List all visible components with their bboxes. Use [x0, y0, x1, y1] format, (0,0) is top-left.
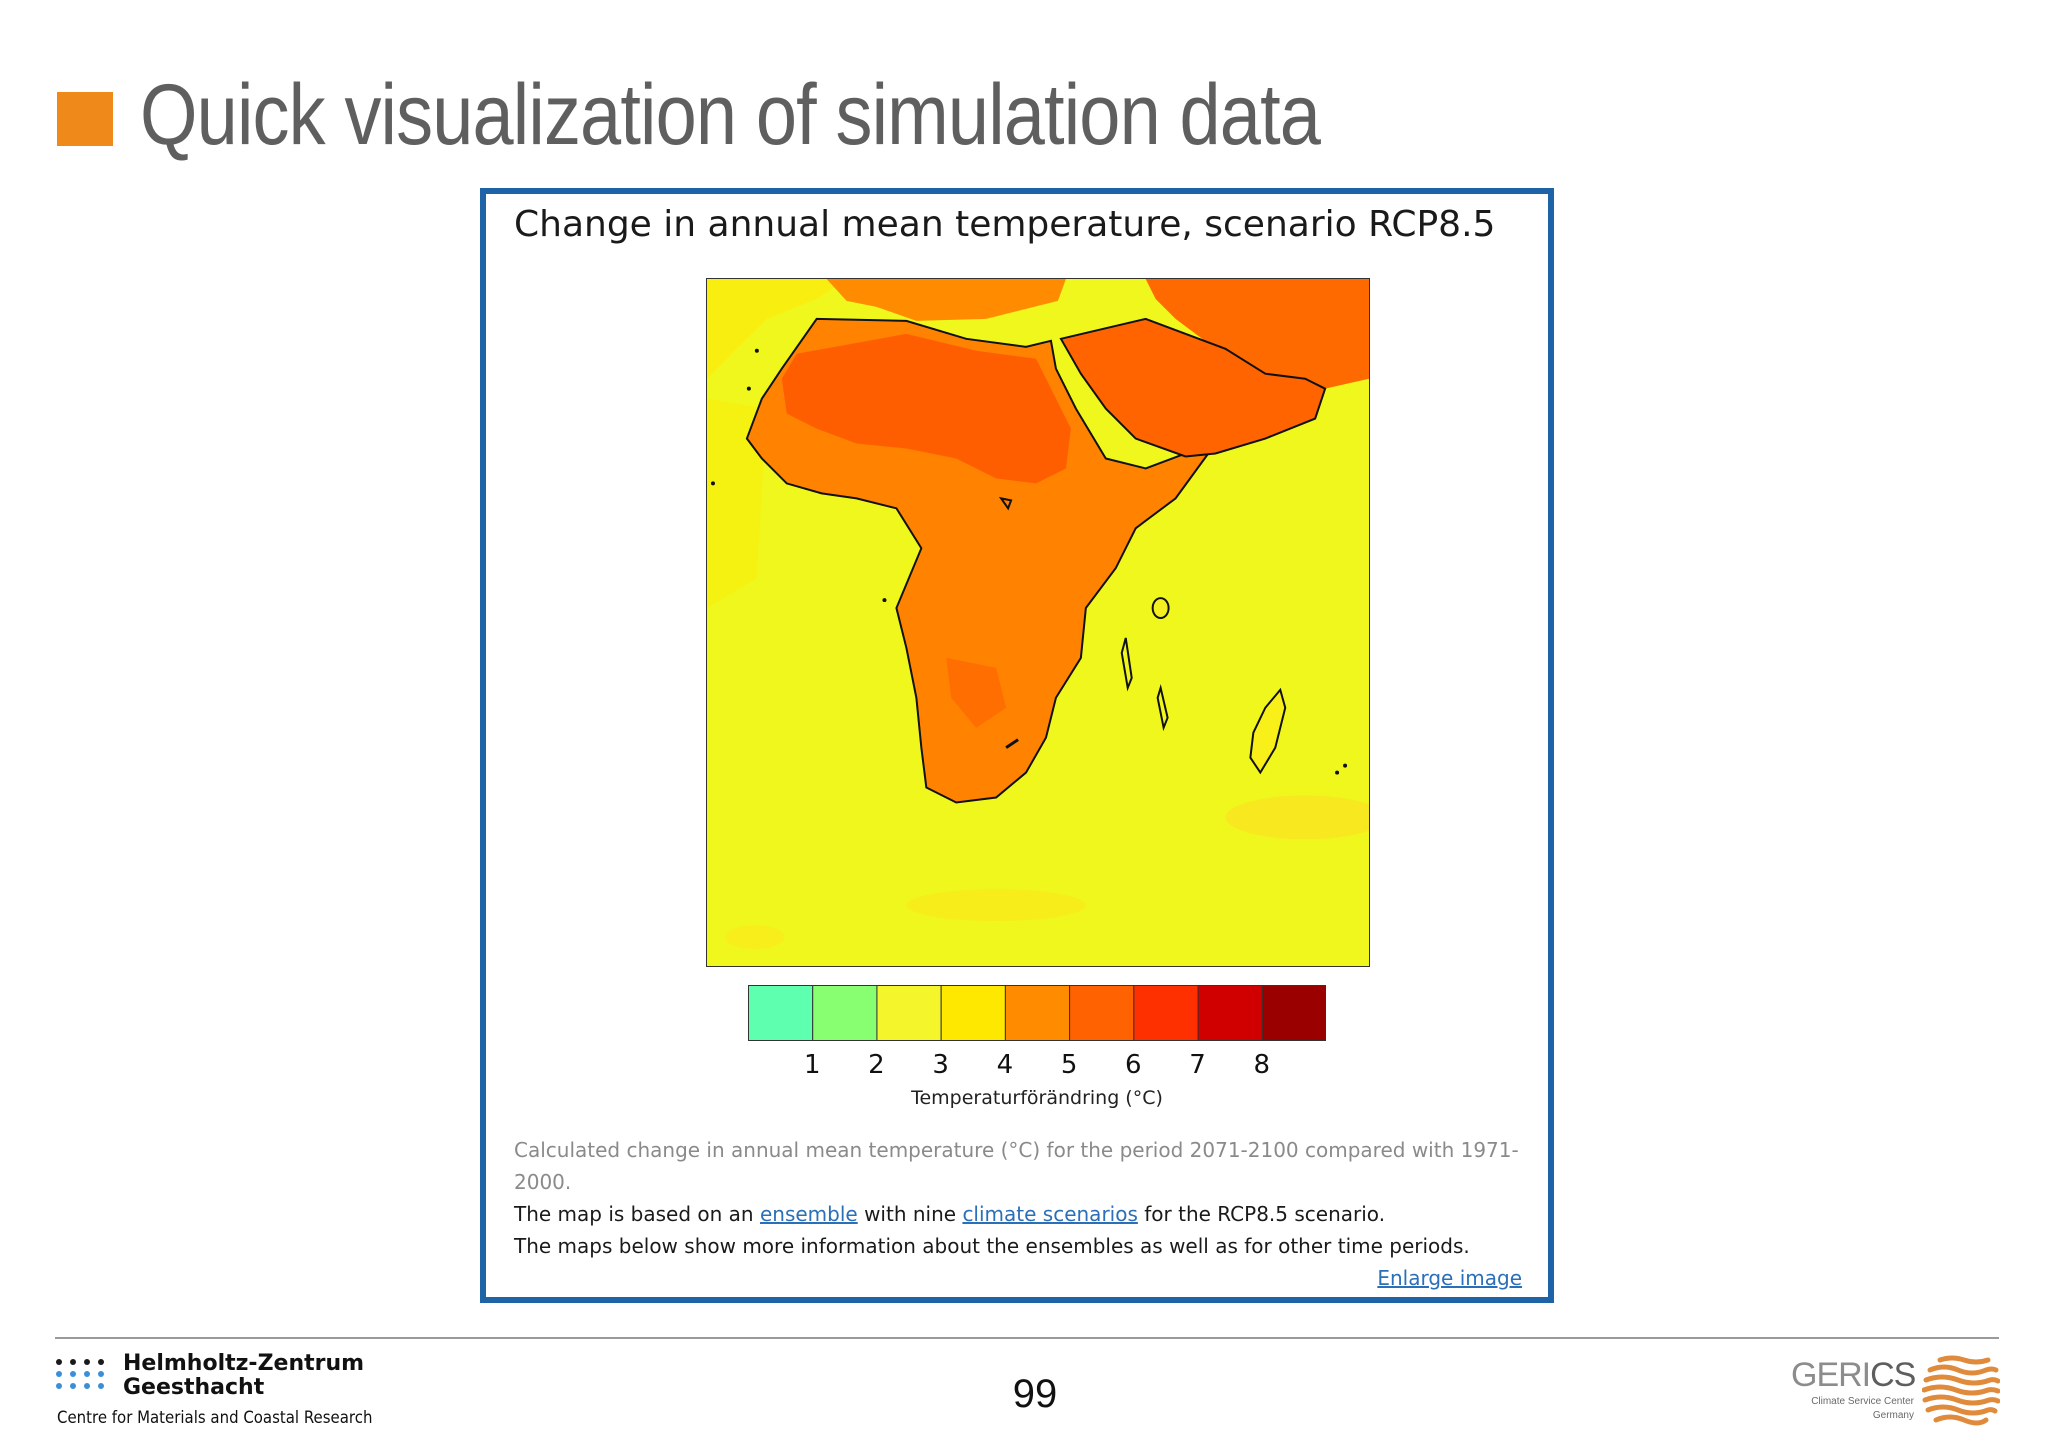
lake-tanganyika [1120, 637, 1133, 692]
arabian-peninsula [1059, 317, 1327, 458]
ocean-patch-southeast [1225, 795, 1369, 840]
colorbar-tick-7: 7 [1189, 1050, 1206, 1080]
hzg-dots-icon [56, 1359, 104, 1389]
colorbar-svg [748, 985, 1326, 1041]
colorbar-bin-3 [876, 985, 942, 1041]
colorbar-bin-4 [940, 985, 1006, 1041]
colorbar-bin-5 [1004, 985, 1071, 1041]
colorbar-label: Temperaturförändring (°C) [911, 1087, 1163, 1109]
hzg-subtitle: Centre for Materials and Coastal Researc… [57, 1408, 373, 1428]
ocean-north-warm [707, 279, 847, 379]
title-bullet-square [57, 92, 113, 146]
gerics-wordmark-part-2: CS [1870, 1356, 1916, 1394]
ocean-west-warm [707, 398, 767, 609]
caption-text-3: for the RCP8.5 scenario. [1137, 1202, 1386, 1226]
lake-victoria [1151, 597, 1170, 620]
gerics-subtitle-1: Climate Service Center [1811, 1396, 1914, 1407]
colorbar-bin-7 [1133, 985, 1199, 1041]
colorbar-tick-4: 4 [996, 1050, 1014, 1080]
caption-more-maps: The maps below show more information abo… [514, 1234, 1470, 1258]
colorbar-bin-8 [1197, 985, 1263, 1041]
colorbar-tick-8: 8 [1253, 1050, 1271, 1080]
gerics-wordmark: GERICS [1791, 1356, 1916, 1395]
ocean-patch-southwest [724, 925, 785, 950]
temperature-change-map[interactable] [706, 278, 1370, 967]
gerics-subtitle-2: Germany [1872, 1410, 1914, 1421]
island-mauritius [1335, 770, 1340, 775]
gerics-waves-icon [1922, 1355, 2000, 1426]
map-svg [707, 279, 1369, 966]
climate-scenarios-link[interactable]: climate scenarios [962, 1202, 1138, 1226]
enlarge-image-link[interactable]: Enlarge image [1377, 1266, 1522, 1290]
colorbar-tick-1: 1 [803, 1050, 821, 1080]
island-sao-tome [882, 598, 887, 603]
lake-kariba [1005, 738, 1019, 749]
gerics-logo: GERICS Climate Service Center Germany [1786, 1354, 2002, 1430]
ensemble-link[interactable]: ensemble [759, 1202, 858, 1226]
colorbar-tick-3: 3 [932, 1050, 949, 1080]
island-reunion [1343, 763, 1348, 768]
colorbar [748, 985, 1326, 1041]
slide-title: Quick visualization of simulation data [140, 67, 1321, 163]
madagascar [1249, 687, 1287, 775]
figure-frame: Change in annual mean temperature, scena… [480, 188, 1554, 1303]
caption-period: Calculated change in annual mean tempera… [514, 1138, 1519, 1194]
colorbar-tick-5: 5 [1060, 1050, 1078, 1080]
island-madeira [746, 386, 751, 391]
lake-malawi [1156, 683, 1169, 732]
colorbar-tick-2: 2 [868, 1050, 885, 1080]
colorbar-bin-9 [1261, 985, 1326, 1041]
hzg-name-line-2: Geesthacht [123, 1375, 265, 1400]
colorbar-bin-2 [812, 985, 878, 1041]
eastern-region [1145, 279, 1369, 389]
colorbar-ticks: 1 2 3 4 5 6 7 8 [748, 1050, 1326, 1082]
gerics-wordmark-part-1: GERI [1791, 1356, 1871, 1394]
island-cape-verde [710, 481, 715, 486]
footer-divider [55, 1337, 1999, 1339]
ocean-patch-south [906, 889, 1086, 922]
hzg-logo: Helmholtz-Zentrum Geesthacht Centre for … [55, 1352, 385, 1432]
colorbar-bin-6 [1069, 985, 1135, 1041]
hzg-name-line-1: Helmholtz-Zentrum [123, 1351, 365, 1376]
caption-ensemble: The map is based on an ensemble with nin… [514, 1198, 1534, 1230]
colorbar-tick-6: 6 [1125, 1050, 1142, 1080]
hzg-name: Helmholtz-Zentrum Geesthacht [123, 1352, 364, 1400]
caption-text-1: The map is based on an [514, 1202, 760, 1226]
southern-africa-hot [946, 657, 1007, 728]
island-canary [754, 348, 759, 353]
colorbar-bin-1 [748, 985, 814, 1041]
map-heading: Change in annual mean temperature, scena… [514, 204, 1496, 245]
page-number: 99 [1012, 1372, 1058, 1416]
sahara-hot-core [781, 333, 1071, 484]
caption-text-2: with nine [857, 1202, 963, 1226]
lake-chad [998, 496, 1013, 511]
